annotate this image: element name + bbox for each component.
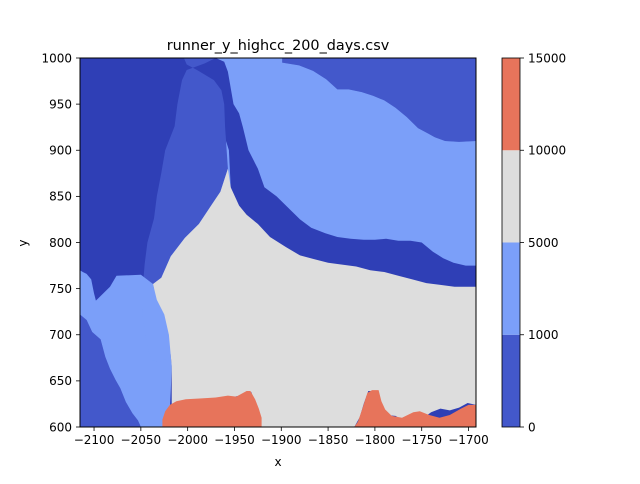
y-tick-label: 950 xyxy=(49,97,72,111)
x-tick-label: −1900 xyxy=(261,433,302,447)
x-tick-label: −1850 xyxy=(308,433,349,447)
colorbar-tick-label: 15000 xyxy=(528,51,566,65)
y-axis-label: y xyxy=(16,239,30,246)
x-axis: −2100 −2050 −2000 −1950 −1900 −1850 −1800 −1750… xyxy=(74,427,489,447)
colorbar-tick-label: 1000 xyxy=(528,328,559,342)
colorbar-segment xyxy=(502,242,520,335)
contour-region-0 xyxy=(80,314,141,427)
contour-region-8 xyxy=(354,390,476,427)
colorbar-tick-label: 5000 xyxy=(528,236,559,250)
x-tick-label: −1800 xyxy=(355,433,396,447)
contour-region-2 xyxy=(282,58,476,142)
colorbar: 0 1000 5000 10000 15000 xyxy=(501,51,566,434)
x-tick-label: −1700 xyxy=(448,433,489,447)
y-axis: 600 650 700 750 800 850 900 950 1000 xyxy=(41,51,80,434)
colorbar-segment xyxy=(502,334,520,427)
x-tick-label: −2100 xyxy=(74,433,115,447)
colorbar-tick-label: 10000 xyxy=(528,144,566,158)
colorbar-tick-label: 0 xyxy=(528,420,536,434)
y-tick-label: 750 xyxy=(49,282,72,296)
contour-region-6 xyxy=(153,168,476,427)
x-tick-label: −2000 xyxy=(167,433,208,447)
x-tick-label: −2050 xyxy=(121,433,162,447)
y-tick-label: 600 xyxy=(49,420,72,434)
contour-region-7 xyxy=(162,391,262,427)
contour-region-5 xyxy=(215,58,476,266)
x-tick-label: −1750 xyxy=(401,433,442,447)
y-tick-label: 850 xyxy=(49,190,72,204)
x-tick-label: −1950 xyxy=(214,433,255,447)
y-tick-label: 800 xyxy=(49,236,72,250)
plot-area xyxy=(79,57,477,428)
y-tick-label: 1000 xyxy=(41,51,72,65)
y-tick-label: 900 xyxy=(49,144,72,158)
y-tick-label: 650 xyxy=(49,374,72,388)
colorbar-segment xyxy=(502,150,520,243)
x-axis-label: x xyxy=(274,455,281,469)
y-tick-label: 700 xyxy=(49,328,72,342)
colorbar-segment xyxy=(502,58,520,151)
chart-title: runner_y_highcc_200_days.csv xyxy=(167,38,390,54)
